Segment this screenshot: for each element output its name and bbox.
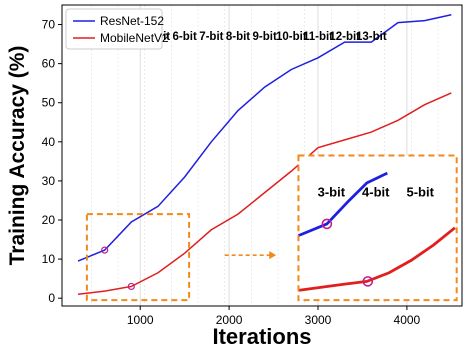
inset-bit-label: 3-bit (318, 185, 346, 200)
x-ticks: 1000 2000 3000 4000 (127, 306, 421, 327)
inset-bit-label: 4-bit (362, 185, 390, 200)
zoom-arrow-head (269, 251, 277, 260)
x-tick-label: 1000 (127, 313, 154, 327)
bit-label: 7-bit (199, 31, 223, 43)
bit-label: 6-bit (173, 31, 197, 43)
x-tick-label: 4000 (394, 313, 421, 327)
x-axis-label: Iterations (212, 324, 311, 349)
bit-label: 10-bit (276, 31, 307, 43)
inset-frame (297, 154, 458, 302)
highlight-marker (127, 282, 135, 291)
y-tick-label: 70 (42, 18, 56, 32)
plot-frame (61, 4, 463, 307)
x-tick-label: 3000 (305, 313, 332, 327)
legend-label-resnet: ResNet-152 (100, 14, 164, 28)
y-tick-label: 10 (42, 252, 56, 266)
bit-label: 13-bit (356, 31, 387, 43)
inset-series-line-resnet (297, 171, 388, 237)
markers (101, 246, 135, 291)
inset: 3-bit 4-bit 5-bit (297, 154, 458, 302)
y-axis-label: Training Accuracy (%) (6, 46, 29, 266)
y-tick-label: 20 (42, 213, 56, 227)
series-line-resnet (77, 14, 452, 262)
inset-series-line-mobilenet (298, 226, 456, 292)
bit-label: 8-bit (226, 31, 250, 43)
highlight-marker (101, 246, 109, 254)
y-tick-label: 30 (42, 174, 56, 188)
inset-bit-label: 5-bit (406, 185, 434, 200)
inset-highlight-marker (362, 276, 374, 287)
x-tick-label: 2000 (216, 313, 243, 327)
bit-label: 11-bit (303, 31, 333, 43)
y-tick-label: 50 (42, 96, 56, 110)
series-line-mobilenet (77, 92, 452, 296)
y-ticks: 0 10 20 30 40 50 60 70 (42, 18, 62, 305)
y-tick-label: 60 (42, 57, 56, 71)
zoom-box (85, 213, 191, 302)
zoom-annotations (85, 213, 277, 302)
bit-label: 12-bit (329, 31, 360, 43)
y-tick-label: 40 (42, 135, 56, 149)
series-lines (77, 14, 452, 296)
legend-box (65, 8, 163, 50)
legend: ResNet-152 MobileNetV2 (65, 8, 169, 50)
legend-label-mobilenet: MobileNetV2 (100, 31, 169, 45)
inset-highlight-marker (321, 218, 333, 230)
y-tick-label: 0 (48, 291, 55, 305)
bit-label: 9-bit (253, 31, 277, 43)
